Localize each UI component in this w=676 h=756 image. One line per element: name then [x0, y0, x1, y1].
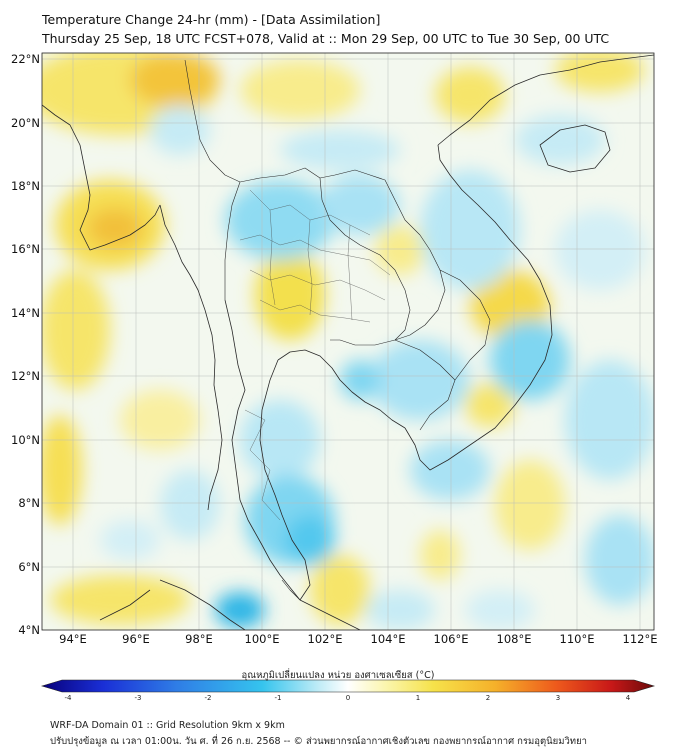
lat-label-10: 10°N — [11, 433, 40, 447]
country-borders — [184, 59, 491, 601]
colorbar-tick: -2 — [204, 694, 212, 702]
lat-label-20: 20°N — [11, 116, 40, 130]
lon-label-112: 112°E — [622, 632, 658, 646]
lat-label-22: 22°N — [11, 52, 40, 66]
colorbar-tick: 3 — [555, 694, 561, 702]
lat-label-18: 18°N — [11, 179, 40, 193]
lon-label-94: 94°E — [59, 632, 87, 646]
colorbar-title: อุณหภูมิเปลี่ยนแปลง หน่วย องศาเซลเซียส (… — [241, 670, 435, 681]
map-title: Temperature Change 24-hr (mm) - [Data As… — [42, 12, 381, 27]
colorbar-tick: 4 — [625, 694, 631, 702]
gridlines — [42, 53, 654, 630]
lon-label-110: 110°E — [559, 632, 595, 646]
lon-label-100: 100°E — [244, 632, 280, 646]
footer-credit: ปรับปรุงข้อมูล ณ เวลา 01:00น. วัน ศ. ที่… — [50, 736, 587, 747]
lon-label-98: 98°E — [185, 632, 213, 646]
colorbar-tick: -3 — [134, 694, 142, 702]
footer-model-info: WRF-DA Domain 01 :: Grid Resolution 9km … — [50, 720, 285, 731]
colorbar — [40, 679, 656, 693]
lat-label-8: 8°N — [18, 496, 40, 510]
lat-label-14: 14°N — [11, 306, 40, 320]
colorbar-tick: 1 — [415, 694, 421, 702]
lat-label-6: 6°N — [18, 560, 40, 574]
colorbar-tick: -4 — [64, 694, 72, 702]
coastlines — [42, 54, 654, 630]
temperature-field — [42, 53, 654, 630]
lat-label-4: 4°N — [18, 623, 40, 637]
lon-label-106: 106°E — [433, 632, 469, 646]
lat-label-16: 16°N — [11, 242, 40, 256]
temperature-map — [40, 52, 656, 693]
lat-label-12: 12°N — [11, 369, 40, 383]
lon-label-102: 102°E — [307, 632, 343, 646]
lon-label-96: 96°E — [122, 632, 150, 646]
colorbar-tick: -1 — [274, 694, 282, 702]
province-borders — [239, 189, 391, 521]
plot-frame — [41, 52, 655, 631]
lon-label-104: 104°E — [370, 632, 406, 646]
map-subtitle: Thursday 25 Sep, 18 UTC FCST+078, Valid … — [42, 31, 610, 46]
colorbar-tick: 2 — [485, 694, 491, 702]
lon-label-108: 108°E — [496, 632, 532, 646]
colorbar-tick: 0 — [345, 694, 351, 702]
colorbar-bar — [40, 679, 656, 693]
